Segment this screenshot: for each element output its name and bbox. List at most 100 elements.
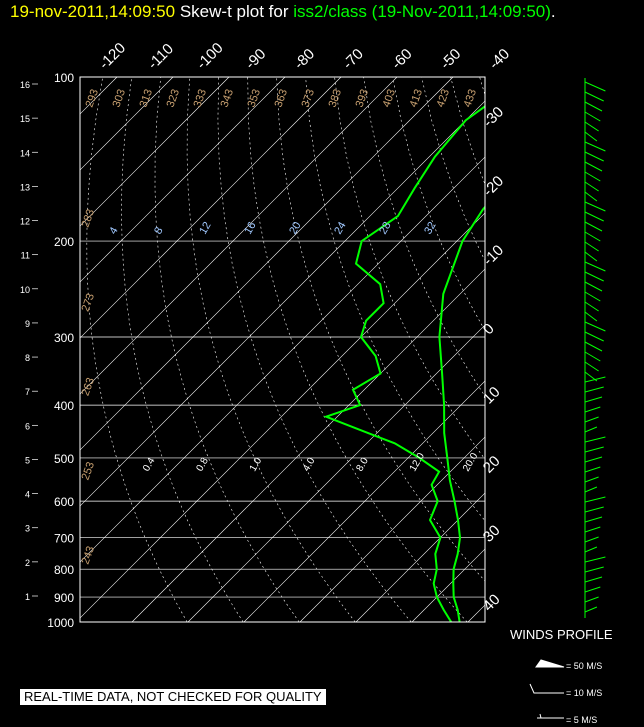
pressure-tick-label: 300 — [54, 331, 74, 345]
dry-adiabat — [86, 77, 188, 622]
wind-barb — [584, 506, 604, 513]
isotherm-line — [524, 77, 644, 622]
wind-barb — [584, 416, 599, 423]
wind-barb — [584, 496, 606, 503]
legend-barb-5 — [537, 713, 564, 719]
pressure-tick-label: 600 — [54, 495, 74, 509]
wind-barb — [584, 406, 601, 413]
wind-barb — [584, 596, 599, 603]
isotherm-line — [80, 77, 454, 451]
height-km-label: 4 — [25, 490, 30, 500]
temperature-profile-line — [438, 205, 485, 622]
isotherm-line — [80, 156, 485, 563]
isotherm-line — [131, 268, 485, 622]
top-temperature-label: -60 — [388, 45, 415, 72]
dry-adiabat-label: 323 — [165, 88, 183, 109]
wind-barb — [584, 476, 599, 483]
dry-adiabat — [186, 77, 356, 622]
wind-barb — [584, 396, 603, 403]
isotherm-line — [243, 380, 485, 622]
wind-barb — [584, 161, 603, 172]
pressure-tick-label: 400 — [54, 399, 74, 413]
mixing-ratio-label: 32 — [422, 220, 439, 237]
wind-barb — [584, 526, 601, 533]
dry-adiabat-label: 343 — [219, 88, 237, 109]
wind-barb — [584, 556, 606, 563]
wind-barb — [584, 201, 606, 212]
dry-adiabat-label: 423 — [435, 88, 453, 109]
dry-adiabat-label: 393 — [354, 88, 372, 109]
winds-legend-title: WINDS PROFILE — [510, 627, 613, 642]
dry-adiabat-label: 273 — [80, 292, 98, 313]
right-temperature-label: 20 — [480, 453, 504, 477]
height-km-label: 9 — [25, 319, 30, 329]
plot-area — [0, 77, 644, 622]
dry-adiabat — [479, 77, 485, 96]
height-km-label: 2 — [25, 558, 30, 568]
dry-adiabat — [392, 77, 485, 331]
dry-adiabat — [625, 77, 644, 622]
dry-adiabat-label: 373 — [300, 88, 318, 109]
pressure-tick-label: 200 — [54, 235, 74, 249]
legend-50ms: = 50 M/S — [566, 661, 603, 671]
title-prefix: Skew-t plot for — [179, 2, 289, 21]
wind-barb — [584, 456, 603, 463]
dry-adiabat-label: 353 — [246, 88, 264, 109]
dry-adiabat-label: 263 — [80, 376, 98, 397]
legend-barb-10 — [529, 683, 564, 694]
mixing-ratio-label: 12 — [197, 220, 214, 237]
wind-barb — [584, 546, 598, 553]
mixing-ratio-label: 16 — [242, 220, 259, 237]
wind-barb — [584, 331, 604, 342]
wind-barb — [584, 271, 604, 282]
dry-adiabat — [567, 77, 644, 622]
isotherm-line — [80, 77, 174, 171]
height-km-label: 15 — [20, 114, 30, 124]
height-km-label: 13 — [20, 182, 30, 192]
isotherm-line — [80, 77, 398, 395]
dry-adiabat-label: 413 — [408, 88, 426, 109]
pressure-tick-label: 800 — [54, 563, 74, 577]
dry-adiabat — [154, 77, 300, 622]
wind-barb — [584, 466, 601, 473]
wind-barb — [584, 181, 599, 192]
dry-adiabat — [596, 77, 644, 622]
height-km-label: 8 — [25, 353, 30, 363]
dry-adiabat — [121, 77, 244, 622]
dry-adiabat-label: 293 — [84, 88, 102, 109]
wind-barb — [584, 321, 606, 332]
isotherm-line — [80, 77, 286, 283]
pressure-tick-label: 900 — [54, 591, 74, 605]
right-temperature-label: -20 — [480, 173, 507, 200]
top-temperature-label: -100 — [193, 40, 226, 73]
wind-barb — [584, 341, 603, 352]
isotherm-line — [411, 548, 485, 622]
legend-10ms: = 10 M/S — [566, 688, 603, 698]
isotherm-line — [187, 324, 485, 622]
isotherm-line — [80, 77, 342, 339]
wind-barb — [584, 361, 599, 372]
top-temperature-label: -80 — [291, 45, 318, 72]
dry-adiabat-label: 383 — [327, 88, 345, 109]
mixing-ratio-label: 20 — [287, 220, 304, 237]
wind-barb — [584, 446, 604, 453]
wind-barb — [584, 311, 598, 322]
wind-barb — [584, 91, 604, 102]
isotherm-line — [80, 77, 230, 227]
height-km-label: 16 — [20, 80, 30, 90]
right-temperature-label: 0 — [480, 320, 498, 338]
mixing-ratio-label: 4 — [107, 225, 120, 236]
mixing-ratio-label: 24 — [332, 220, 349, 237]
isotherm-line — [0, 77, 61, 622]
dry-adiabat-label: 283 — [80, 208, 98, 229]
wind-barb — [584, 141, 606, 152]
wind-barb — [584, 121, 599, 132]
wind-barb — [584, 436, 606, 443]
dry-adiabat-label: 303 — [111, 88, 129, 109]
top-temperature-label: -90 — [242, 45, 269, 72]
title-suffix: . — [550, 2, 556, 21]
wind-barb — [584, 211, 604, 222]
right-temperature-label: 30 — [480, 522, 504, 546]
pressure-tick-label: 1000 — [47, 616, 74, 630]
